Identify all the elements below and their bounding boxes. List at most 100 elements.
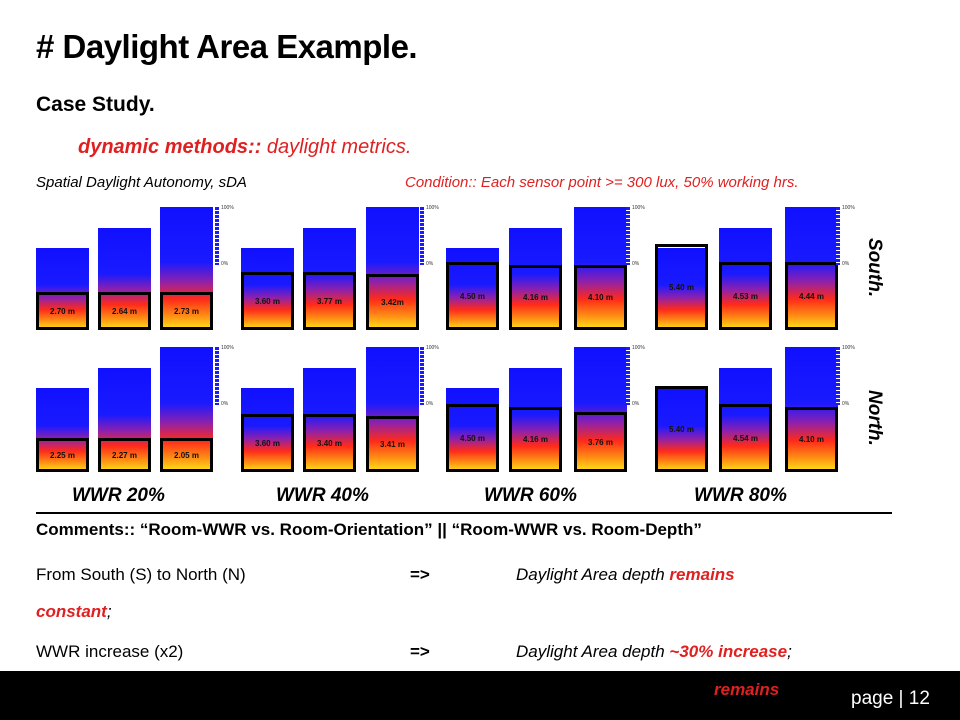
row-1-left: From South (S) to North (N) (36, 565, 246, 584)
south-room-10 (655, 248, 708, 330)
north-room-3 (160, 347, 213, 472)
south-room-5 (303, 228, 356, 330)
north-room-5 (303, 368, 356, 472)
methods-line: dynamic methods:: daylight metrics. (78, 136, 411, 159)
north-room-11 (719, 368, 772, 472)
north-depth-2: 2.27 m (98, 438, 151, 472)
comments-heading: Comments:: “Room-WWR vs. Room-Orientatio… (36, 520, 702, 539)
south-depth-5: 3.77 m (303, 272, 356, 330)
page-number: page | 12 (851, 688, 930, 709)
scale-min-label: 0% (221, 261, 229, 267)
scale-max-label: 100% (632, 345, 645, 351)
scale-min-label: 0% (842, 261, 850, 267)
south-color-scale-4: 100% 0% (836, 205, 855, 267)
south-color-scale-1: 100% 0% (215, 205, 234, 267)
south-room-1 (36, 248, 89, 330)
south-room-8 (509, 228, 562, 330)
north-room-4 (241, 388, 294, 472)
south-room-6 (366, 207, 419, 330)
row-1-end: ; (106, 602, 112, 621)
north-depth-3: 2.05 m (160, 438, 213, 472)
divider (36, 512, 892, 514)
north-color-scale-1: 100% 0% (215, 345, 234, 407)
row-2-arrow: => (410, 642, 430, 661)
scale-min-label: 0% (842, 401, 850, 407)
south-depth-11: 4.53 m (719, 262, 772, 330)
methods-bold: dynamic methods:: (78, 136, 262, 158)
north-depth-12: 4.10 m (785, 407, 838, 472)
orientation-south: South. (864, 238, 885, 298)
methods-rest: daylight metrics. (261, 136, 412, 158)
south-depth-8: 4.16 m (509, 265, 562, 330)
wwr-label-60: WWR 60% (484, 485, 577, 506)
row-2-left: WWR increase (x2) (36, 642, 184, 661)
scale-min-label: 0% (426, 401, 434, 407)
south-depth-1: 2.70 m (36, 292, 89, 330)
south-depth-3: 2.73 m (160, 292, 213, 330)
north-room-1 (36, 388, 89, 472)
north-room-2 (98, 368, 151, 472)
row-2-end: ; (787, 642, 792, 661)
scale-min-label: 0% (632, 401, 640, 407)
scale-min-label: 0% (426, 261, 434, 267)
north-depth-6: 3.41 m (366, 416, 419, 472)
north-depth-8: 4.16 m (509, 407, 562, 472)
south-room-9 (574, 207, 627, 330)
scale-max-label: 100% (221, 345, 234, 351)
north-room-7 (446, 388, 499, 472)
north-color-scale-2: 100% 0% (420, 345, 439, 407)
south-depth-2: 2.64 m (98, 292, 151, 330)
north-room-8 (509, 368, 562, 472)
south-depth-9: 4.10 m (574, 265, 627, 330)
north-room-9 (574, 347, 627, 472)
north-depth-5: 3.40 m (303, 414, 356, 472)
south-depth-10: 5.40 m (655, 244, 708, 330)
south-depth-12: 4.44 m (785, 262, 838, 330)
scale-max-label: 100% (842, 205, 855, 211)
footer-bar (0, 671, 960, 720)
north-room-10 (655, 388, 708, 472)
row-2-result: Daylight Area depth ~30% increase; (516, 642, 792, 662)
metric-label: Spatial Daylight Autonomy, sDA (36, 174, 247, 191)
scale-max-label: 100% (842, 345, 855, 351)
south-depth-4: 3.60 m (241, 272, 294, 330)
orientation-north: North. (864, 390, 885, 446)
row-2-highlight: ~30% increase (669, 642, 788, 661)
scale-max-label: 100% (426, 345, 439, 351)
row-1-highlight: remains (669, 565, 735, 584)
row-1-result: Daylight Area depth remains (516, 565, 735, 585)
south-color-scale-3: 100% 0% (626, 205, 645, 267)
scale-max-label: 100% (221, 205, 234, 211)
south-depth-6: 3.42m (366, 274, 419, 330)
scale-max-label: 100% (426, 205, 439, 211)
south-room-12 (785, 207, 838, 330)
row-1-text: Daylight Area depth (516, 565, 670, 584)
page-title: # Daylight Area Example. (36, 28, 418, 65)
scale-max-label: 100% (632, 205, 645, 211)
scale-min-label: 0% (221, 401, 229, 407)
north-color-scale-3: 100% 0% (626, 345, 645, 407)
south-room-3 (160, 207, 213, 330)
north-color-scale-4: 100% 0% (836, 345, 855, 407)
wwr-label-20: WWR 20% (72, 485, 165, 506)
row-1-constant: constant (36, 602, 107, 621)
row-1-continuation: constant; (36, 602, 112, 622)
north-depth-9: 3.76 m (574, 412, 627, 472)
south-room-7 (446, 248, 499, 330)
north-depth-1: 2.25 m (36, 438, 89, 472)
north-depth-4: 3.60 m (241, 414, 294, 472)
south-room-2 (98, 228, 151, 330)
footer-partial-text: remains (714, 680, 780, 699)
wwr-label-40: WWR 40% (276, 485, 369, 506)
condition-text: Condition:: Each sensor point >= 300 lux… (405, 174, 799, 191)
north-depth-10: 5.40 m (655, 386, 708, 472)
south-room-11 (719, 228, 772, 330)
section-heading: Case Study. (36, 93, 155, 116)
south-room-4 (241, 248, 294, 330)
north-depth-11: 4.54 m (719, 404, 772, 472)
north-room-6 (366, 347, 419, 472)
south-depth-7: 4.50 m (446, 262, 499, 330)
row-2-text: Daylight Area depth (516, 642, 670, 661)
wwr-label-80: WWR 80% (694, 485, 787, 506)
scale-min-label: 0% (632, 261, 640, 267)
